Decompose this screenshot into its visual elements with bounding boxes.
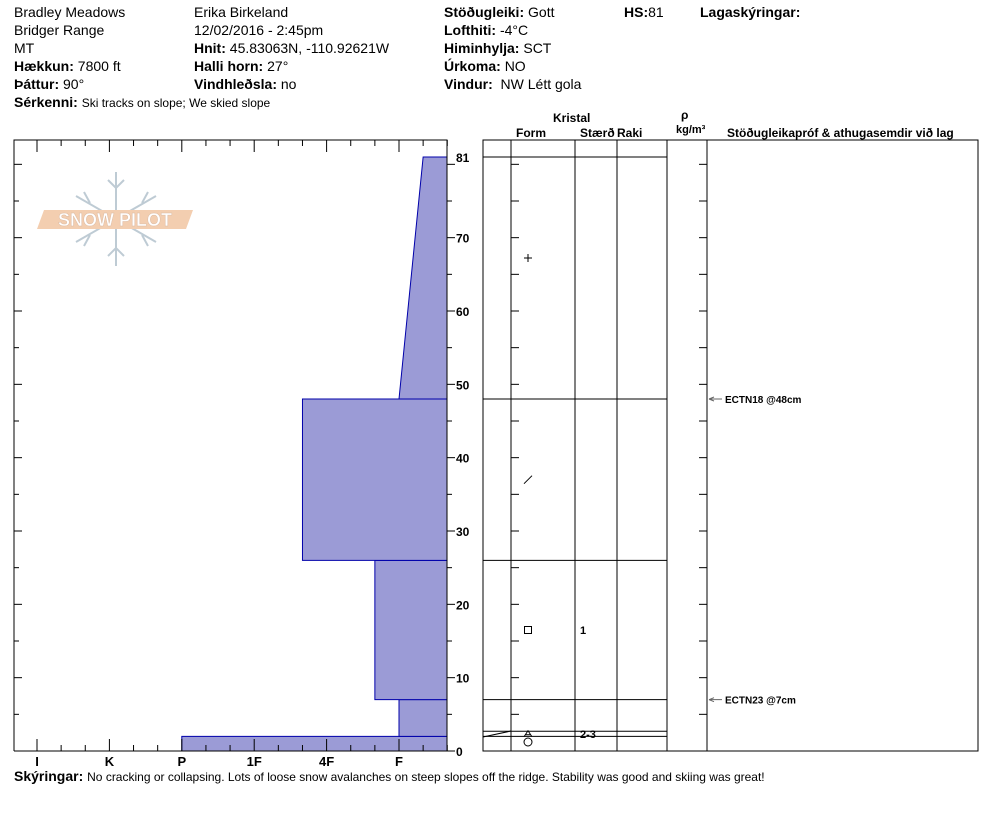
wind-loading-label: Vindhleðsla:: [194, 76, 277, 92]
hardness-bar-4: [398, 156, 448, 400]
test-arrow-icon: [708, 697, 722, 703]
hardness-bar-1: [398, 699, 448, 737]
wind-value: NW Létt gola: [500, 76, 582, 92]
wind-label: Vindur:: [444, 76, 493, 92]
depth-tick-label: 10: [456, 672, 470, 686]
precip: Úrkoma: NO: [444, 57, 526, 75]
comments-label: Skýringar:: [14, 768, 84, 784]
slope: Halli horn: 27°: [194, 57, 288, 75]
new-snow-plus-icon: [524, 254, 532, 262]
slash-mark: [523, 475, 533, 485]
layer-table-frame: [482, 139, 979, 752]
tests-header: Stöðugleikapróf & athugasemdir við lag: [727, 126, 954, 140]
hardness-bar-3: [301, 398, 448, 561]
axis-labels: 0 10 20 30 40 50 60 70 81 I K P 1F 4F F: [35, 151, 469, 769]
features-value: Ski tracks on slope; We skied slope: [81, 96, 271, 110]
layer-table-content: 2-3 1 ECTN18 @48cm ECTN23 @7cm: [523, 254, 802, 747]
sky-value: SCT: [523, 40, 552, 56]
coords-label: Hnit:: [194, 40, 226, 56]
hardness-label-K: K: [105, 754, 115, 769]
depth-tick-label: 30: [456, 525, 470, 539]
hardness-label-1F: 1F: [247, 754, 262, 769]
hs-value: 81: [648, 4, 664, 20]
depth-tick-label: 0: [456, 745, 463, 759]
aspect-value: 90°: [63, 76, 85, 92]
temperature-profile-line: [482, 730, 512, 738]
comments-value: No cracking or collapsing. Lots of loose…: [87, 770, 765, 784]
range: Bridger Range: [14, 22, 105, 38]
depth-hoar-icon: [523, 729, 533, 738]
rho-header: ρ: [681, 108, 689, 122]
hoar-mark: [523, 729, 533, 738]
moisture-header: Raki: [617, 126, 643, 140]
snowpilot-logo: SNOW PILOT: [37, 172, 193, 266]
depth-tick-label: 40: [456, 452, 470, 466]
grain-size: 1: [580, 625, 586, 637]
stability-test-label: ECTN18 @48cm: [725, 395, 802, 406]
stability-label: Stöðugleiki:: [444, 4, 525, 20]
hardness-label-4F: 4F: [319, 754, 334, 769]
air-temp-value: -4°C: [499, 22, 529, 38]
depth-tick-label: 50: [456, 378, 470, 392]
aspect: Þáttur: 90°: [14, 75, 84, 93]
hardness-bars: [181, 156, 448, 752]
hardness-label-I: I: [35, 754, 39, 769]
hs: HS:81: [624, 3, 664, 21]
circle-mark: [523, 737, 533, 747]
test-arrow-icon: [708, 396, 722, 402]
stability-test-label: ECTN23 @7cm: [725, 696, 796, 707]
wind: Vindur: NW Létt gola: [444, 75, 581, 93]
logo-text: SNOW PILOT: [58, 210, 172, 230]
density-unit: kg/m³: [676, 124, 706, 136]
comments: Skýringar: No cracking or collapsing. Lo…: [14, 767, 765, 786]
slope-value: 27°: [267, 58, 289, 74]
plus-mark: [524, 254, 532, 262]
faceted-square-icon: [524, 626, 532, 634]
stability-value: Gott: [528, 4, 555, 20]
hardness-label-F: F: [395, 754, 403, 769]
hardness-label-P: P: [177, 754, 186, 769]
elevation-label: Hækkun:: [14, 58, 74, 74]
coords: Hnit: 45.83063N, -110.92621W: [194, 39, 389, 57]
observer: Erika Birkeland: [194, 4, 289, 20]
depth-tick-label: 70: [456, 232, 470, 246]
elevation: Hækkun: 7800 ft: [14, 57, 121, 75]
precip-value: NO: [504, 58, 526, 74]
sky-label: Himinhylja:: [444, 40, 520, 56]
sky: Himinhylja: SCT: [444, 39, 551, 57]
air-temp: Lofthiti: -4°C: [444, 21, 528, 39]
location: Bradley Meadows: [14, 4, 126, 20]
features-label: Sérkenni:: [14, 94, 78, 110]
size-header: Stærð: [580, 126, 615, 140]
logo-banner: [37, 210, 193, 229]
form-header: Form: [516, 126, 546, 140]
state: MT: [14, 40, 35, 56]
aspect-label: Þáttur:: [14, 76, 60, 92]
hardness-bar-2: [374, 559, 448, 701]
axes: [13, 139, 455, 752]
wind-loading-value: no: [280, 76, 297, 92]
slope-label: Halli horn:: [194, 58, 264, 74]
stability: Stöðugleiki: Gott: [444, 3, 554, 21]
hardness-bar-0: [181, 735, 448, 752]
elevation-value: 7800 ft: [77, 58, 121, 74]
air-temp-label: Lofthiti:: [444, 22, 497, 38]
wind-loading: Vindhleðsla: no: [194, 75, 296, 93]
hs-label: HS:: [624, 4, 649, 20]
datetime: 12/02/2016 - 2:45pm: [194, 22, 324, 38]
features: Sérkenni: Ski tracks on slope; We skied …: [14, 93, 270, 112]
square-mark: [524, 626, 532, 634]
rounded-circle-icon: [523, 737, 533, 747]
layer-table: [482, 139, 979, 752]
layer-notes-label: Lagaskýringar:: [700, 4, 801, 20]
depth-tick-label: 81: [456, 151, 470, 165]
crystal-header: Kristal: [553, 111, 591, 125]
coords-value: 45.83063N, -110.92621W: [229, 40, 390, 56]
precip-label: Úrkoma:: [444, 58, 501, 74]
decomposing-slash-icon: [523, 475, 533, 485]
depth-tick-label: 60: [456, 305, 470, 319]
depth-tick-label: 20: [456, 598, 470, 612]
grain-size: 2-3: [580, 729, 596, 741]
